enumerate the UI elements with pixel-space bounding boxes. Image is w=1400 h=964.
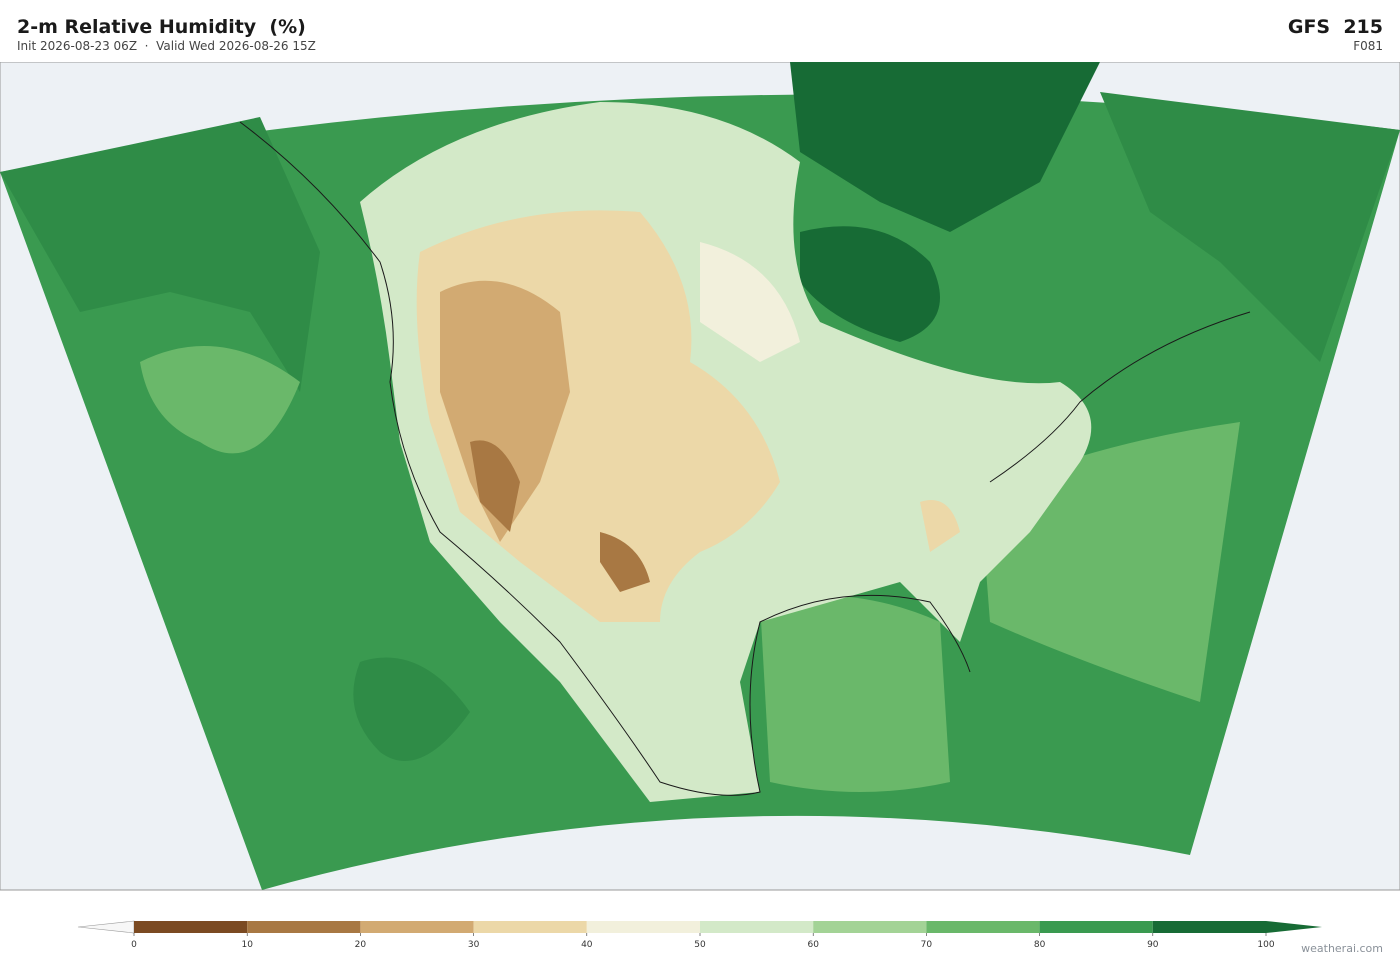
map-subtitle: Init 2026-08-23 06Z · Valid Wed 2026-08-… (17, 39, 316, 53)
colorbar-extend-under (77, 920, 135, 934)
colorbar-segment (1039, 921, 1153, 933)
colorbar-segment (813, 921, 927, 933)
colorbar-tick-label: 40 (581, 940, 593, 950)
colorbar-tick-label: 10 (241, 940, 253, 950)
field-region (1100, 92, 1400, 362)
field-region (790, 62, 1100, 232)
model-label: GFS 215 (1287, 16, 1383, 38)
map-title: 2-m Relative Humidity (%) (17, 16, 306, 38)
colorbar-tick-label: 20 (355, 940, 367, 950)
field-region (140, 346, 300, 454)
colorbar-tick-label: 70 (921, 940, 933, 950)
colorbar-tick-label: 60 (807, 940, 819, 950)
colorbar-tick-label: 90 (1147, 940, 1159, 950)
colorbar-tick-label: 100 (1257, 940, 1274, 950)
field-region (760, 595, 950, 792)
field-region (800, 226, 940, 342)
coastline (239, 121, 1251, 796)
colorbar-segment (926, 921, 1040, 933)
colorbar: 0 10 20 30 40 50 60 70 80 90 100 (77, 920, 1322, 950)
map (0, 62, 1400, 891)
colorbar-extend-over (1266, 921, 1322, 933)
colorbar-segment (473, 921, 587, 933)
land-region (440, 280, 570, 542)
land-region (700, 242, 800, 362)
land-region (600, 532, 650, 592)
colorbar-segment (360, 921, 474, 933)
colorbar-tick-label: 30 (468, 940, 480, 950)
forecast-hour: F081 (1353, 39, 1383, 53)
colorbar-segment (134, 921, 248, 933)
field-region (0, 117, 320, 392)
land-region (920, 500, 960, 552)
field-region (353, 657, 470, 761)
credit: weatherai.com (1301, 942, 1383, 955)
colorbar-tick-label: 80 (1034, 940, 1046, 950)
colorbar-segment (700, 921, 814, 933)
colorbar-tick-label: 50 (694, 940, 706, 950)
land-region (470, 440, 520, 532)
colorbar-tick-label: 0 (131, 940, 137, 950)
colorbar-segment (1152, 921, 1266, 933)
colorbar-segment (586, 921, 700, 933)
colorbar-segment (247, 921, 361, 933)
